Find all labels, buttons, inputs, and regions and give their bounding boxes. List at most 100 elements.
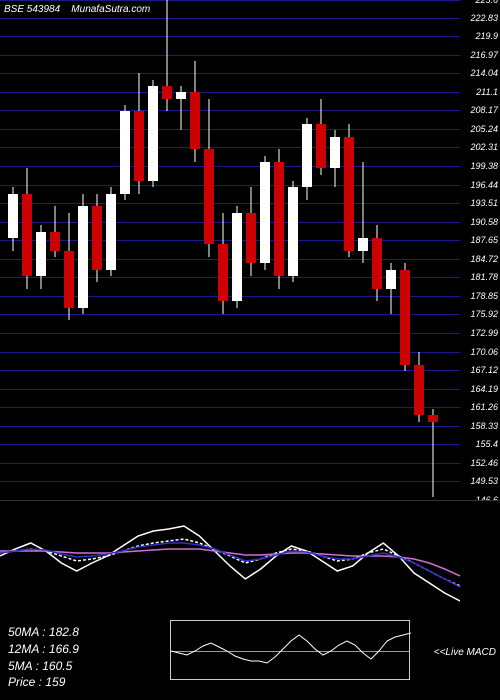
- candle-body: [162, 86, 172, 99]
- y-tick-label: 216.97: [470, 50, 498, 60]
- candle-body: [372, 238, 382, 289]
- candle-body: [92, 206, 102, 269]
- candle: [386, 0, 396, 500]
- candle: [414, 0, 424, 500]
- candle: [344, 0, 354, 500]
- candle-body: [302, 124, 312, 187]
- macd-inset-line: [171, 633, 411, 663]
- y-tick-label: 205.24: [470, 124, 498, 134]
- y-tick-label: 208.17: [470, 105, 498, 115]
- ticker-label: BSE 543984: [4, 4, 60, 15]
- candle: [330, 0, 340, 500]
- y-tick-label: 214.04: [470, 68, 498, 78]
- candle-body: [274, 162, 284, 276]
- candles-layer: [0, 0, 460, 500]
- candlestick-chart: BSE 543984 MunafaSutra.com 225.6 222.83 21…: [0, 0, 500, 500]
- candle: [106, 0, 116, 500]
- candle-body: [414, 365, 424, 416]
- macd-inset-box: [170, 620, 410, 680]
- candle-body: [316, 124, 326, 168]
- candle-body: [64, 251, 74, 308]
- candle-body: [288, 187, 298, 276]
- y-tick-label: 164.19: [470, 384, 498, 394]
- candle-body: [386, 270, 396, 289]
- y-tick-label: 184.72: [470, 254, 498, 264]
- y-tick-label: 158.33: [470, 421, 498, 431]
- candle-wick: [433, 409, 434, 498]
- candle: [162, 0, 172, 500]
- candle-body: [246, 213, 256, 264]
- candle-body: [232, 213, 242, 302]
- candle: [232, 0, 242, 500]
- y-tick-label: 222.83: [470, 13, 498, 23]
- candle-body: [330, 137, 340, 169]
- y-tick-label: 181.78: [470, 272, 498, 282]
- y-tick-label: 196.44: [470, 180, 498, 190]
- candle-body: [22, 194, 32, 276]
- candle-body: [260, 162, 270, 263]
- candle: [260, 0, 270, 500]
- candle: [64, 0, 74, 500]
- y-tick-label: 161.26: [470, 402, 498, 412]
- candle: [50, 0, 60, 500]
- candle-body: [78, 206, 88, 307]
- y-tick-label: 149.53: [470, 476, 498, 486]
- site-label: MunafaSutra.com: [71, 4, 150, 15]
- candle-body: [218, 244, 228, 301]
- candle: [358, 0, 368, 500]
- candle-body: [50, 232, 60, 251]
- y-tick-label: 178.85: [470, 291, 498, 301]
- y-tick-label: 170.06: [470, 347, 498, 357]
- candle: [22, 0, 32, 500]
- y-tick-label: 167.12: [470, 365, 498, 375]
- macd-inset-svg: [171, 621, 411, 681]
- y-tick-label: 211.1: [476, 87, 498, 97]
- candle: [302, 0, 312, 500]
- indicator-svg: [0, 501, 460, 621]
- candle: [246, 0, 256, 500]
- candle: [176, 0, 186, 500]
- stats-panel: 50MA : 182.8 12MA : 166.9 5MA : 160.5 Pr…: [0, 620, 500, 700]
- candle: [134, 0, 144, 500]
- candle: [218, 0, 228, 500]
- candle: [190, 0, 200, 500]
- y-tick-label: 187.65: [470, 235, 498, 245]
- candle-body: [204, 149, 214, 244]
- candle-body: [8, 194, 18, 238]
- y-tick-label: 175.92: [470, 309, 498, 319]
- candle: [274, 0, 284, 500]
- candle-body: [106, 194, 116, 270]
- candle-body: [176, 92, 186, 98]
- candle: [316, 0, 326, 500]
- candle: [8, 0, 18, 500]
- indicator-line-macd: [0, 526, 460, 601]
- y-tick-label: 199.38: [470, 161, 498, 171]
- chart-header: BSE 543984 MunafaSutra.com: [4, 4, 150, 15]
- indicator-line-signal: [0, 539, 460, 586]
- candle: [36, 0, 46, 500]
- indicator-panel: [0, 500, 500, 620]
- candle-body: [428, 415, 438, 421]
- candle-body: [148, 86, 158, 181]
- y-tick-label: 225.6: [475, 0, 498, 5]
- macd-label: <<Live MACD: [434, 647, 496, 658]
- y-tick-label: 219.9: [475, 31, 498, 41]
- candle: [120, 0, 130, 500]
- y-axis-labels: 225.6 222.83 219.9 216.97 214.04 211.1 208.17 2…: [460, 0, 500, 500]
- candle: [204, 0, 214, 500]
- candle: [92, 0, 102, 500]
- candle: [78, 0, 88, 500]
- candle-body: [358, 238, 368, 251]
- y-tick-label: 152.46: [470, 458, 498, 468]
- candle-body: [120, 111, 130, 193]
- candle-body: [190, 92, 200, 149]
- candle: [148, 0, 158, 500]
- candle: [400, 0, 410, 500]
- candle-body: [134, 111, 144, 181]
- candle-body: [36, 232, 46, 276]
- y-tick-label: 193.51: [470, 198, 498, 208]
- candle: [428, 0, 438, 500]
- y-tick-label: 190.58: [470, 217, 498, 227]
- candle: [372, 0, 382, 500]
- candle: [288, 0, 298, 500]
